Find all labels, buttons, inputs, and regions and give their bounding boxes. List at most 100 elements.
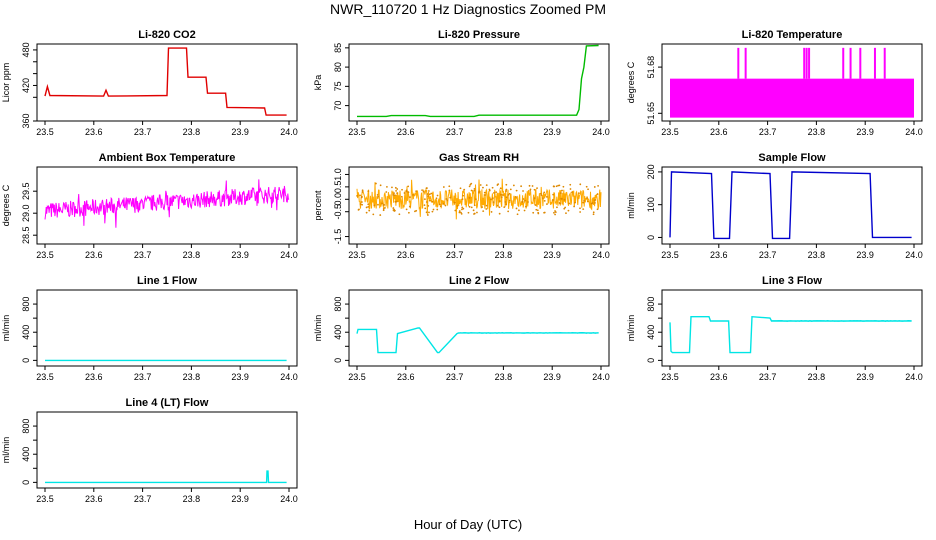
data-point xyxy=(425,187,428,189)
data-point xyxy=(592,213,595,216)
y-tick-label: 800 xyxy=(21,419,31,434)
x-tick-label: 23.5 xyxy=(348,250,366,260)
data-point xyxy=(453,201,456,204)
data-line xyxy=(44,47,287,116)
series-pressure xyxy=(357,44,599,118)
y-tick-label: 29.5 xyxy=(21,182,31,200)
x-tick-label: 23.5 xyxy=(661,372,679,382)
x-tick-label: 23.5 xyxy=(661,250,679,260)
data-point xyxy=(522,190,524,192)
data-point xyxy=(543,211,545,214)
data-point xyxy=(505,188,508,191)
data-point xyxy=(560,197,563,200)
data-point xyxy=(579,211,582,213)
data-point xyxy=(356,195,358,197)
data-point xyxy=(438,203,441,206)
data-point xyxy=(394,194,396,197)
data-point xyxy=(456,205,459,207)
data-point xyxy=(495,191,498,194)
y-tick-label: 51.68 xyxy=(646,56,656,79)
y-tick-label: 85 xyxy=(333,43,343,53)
data-point xyxy=(537,212,540,215)
panel-title: Li-820 CO2 xyxy=(138,29,195,41)
data-point xyxy=(473,204,476,207)
y-tick-label: -1.5 xyxy=(333,229,343,245)
data-line xyxy=(669,315,912,354)
data-point xyxy=(562,185,565,188)
plot-frame xyxy=(348,289,610,367)
data-point xyxy=(481,206,483,208)
panel-title: Line 1 Flow xyxy=(137,275,197,287)
data-point xyxy=(461,206,464,209)
data-point xyxy=(531,185,534,187)
x-tick-label: 23.6 xyxy=(397,127,415,137)
x-tick-label: 23.5 xyxy=(36,250,54,260)
data-point xyxy=(365,206,368,209)
data-point xyxy=(577,192,580,195)
panel-title: Gas Stream RH xyxy=(439,152,519,164)
data-point xyxy=(396,192,398,195)
panel-title: Li-820 Pressure xyxy=(438,29,520,41)
data-point xyxy=(382,207,385,210)
data-point xyxy=(568,202,571,205)
data-band xyxy=(670,78,914,118)
data-point xyxy=(496,184,499,186)
panel-title: Line 3 Flow xyxy=(762,275,822,287)
data-point xyxy=(559,192,562,194)
x-tick-label: 23.6 xyxy=(397,372,415,382)
y-tick-label: 75 xyxy=(333,81,343,91)
data-point xyxy=(565,212,567,215)
y-axis-label: ml/min xyxy=(626,315,636,342)
data-point xyxy=(424,207,427,210)
data-point xyxy=(496,204,499,207)
data-point xyxy=(375,182,377,185)
data-point xyxy=(425,211,428,214)
y-axis-label: ml/min xyxy=(1,315,11,342)
data-point xyxy=(533,188,536,191)
series-line-3 xyxy=(669,315,912,354)
data-point xyxy=(500,193,502,196)
plot-frame xyxy=(661,166,923,245)
data-point xyxy=(469,183,472,186)
data-point xyxy=(422,190,425,193)
plot-frame xyxy=(36,43,298,122)
x-tick-label: 23.7 xyxy=(759,127,777,137)
series-line-2 xyxy=(356,327,599,354)
data-point xyxy=(507,210,510,213)
data-point xyxy=(536,209,539,212)
x-tick-label: 23.8 xyxy=(495,127,513,137)
x-tick-label: 23.7 xyxy=(134,372,152,382)
data-point xyxy=(475,198,477,201)
plot-frame xyxy=(348,43,610,122)
y-tick-label: 400 xyxy=(21,447,31,462)
data-point xyxy=(449,196,452,199)
data-point xyxy=(478,190,480,193)
panel-4: Ambient Box Temperature degrees C 23.5 23.6… xyxy=(1,152,298,260)
data-noise xyxy=(458,331,599,334)
data-point xyxy=(427,204,430,207)
y-axis-label: ml/min xyxy=(1,437,11,464)
data-point xyxy=(386,185,388,188)
data-point xyxy=(582,201,585,204)
data-point xyxy=(446,199,449,202)
data-point xyxy=(473,189,476,192)
data-point xyxy=(467,211,470,214)
data-point xyxy=(573,205,575,208)
data-point xyxy=(579,207,581,210)
x-tick-label: 23.5 xyxy=(348,372,366,382)
data-point xyxy=(461,198,464,201)
data-point xyxy=(539,192,542,195)
data-point xyxy=(405,208,408,211)
data-point xyxy=(593,199,596,202)
y-tick-label: 480 xyxy=(21,42,31,57)
data-point xyxy=(415,190,418,193)
y-tick-label: 400 xyxy=(646,325,656,340)
data-point xyxy=(563,198,566,201)
data-point xyxy=(571,191,573,194)
x-tick-label: 24.0 xyxy=(280,494,298,504)
data-point xyxy=(498,200,501,203)
x-tick-label: 23.8 xyxy=(183,494,201,504)
data-point xyxy=(505,203,508,206)
data-point xyxy=(458,210,461,212)
x-tick-label: 23.9 xyxy=(856,250,874,260)
